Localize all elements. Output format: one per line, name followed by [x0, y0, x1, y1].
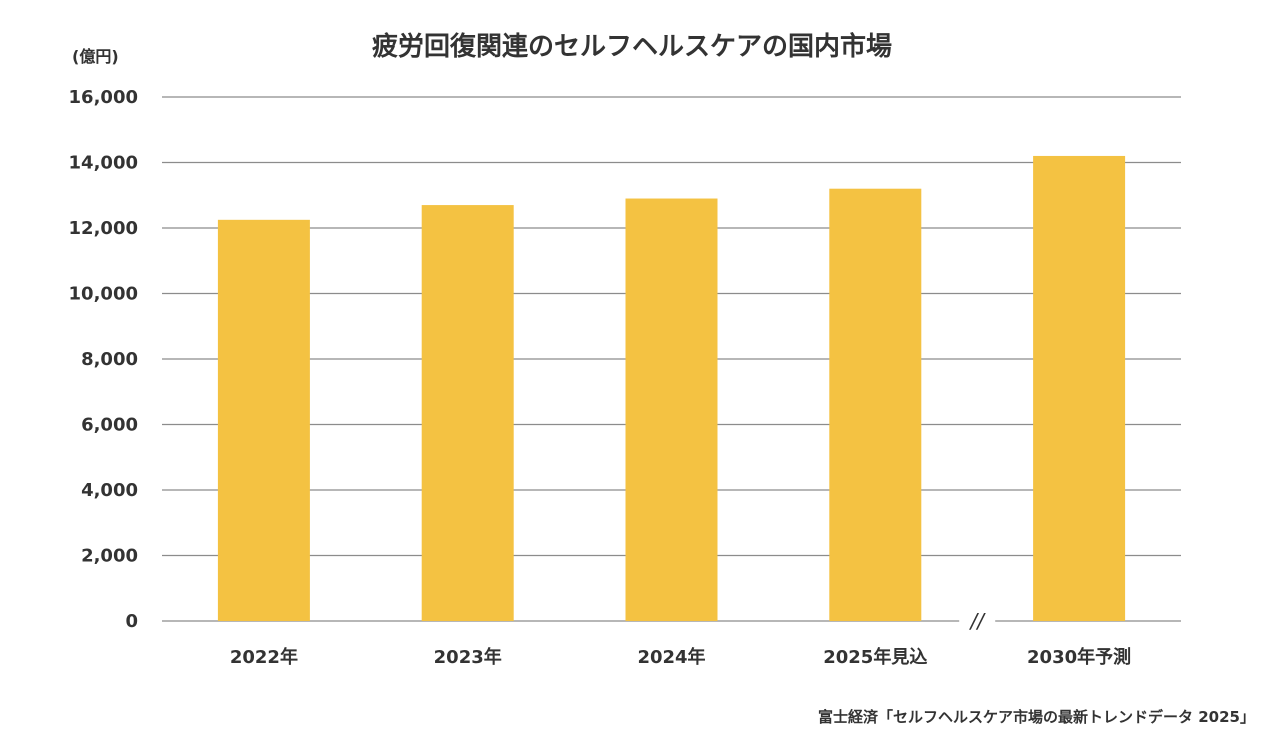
x-axis-ticks: 2022年 2023年 2024年 2025年見込 2030年予測 [230, 646, 1131, 668]
source-note: 富士経済「セルフヘルスケア市場の最新トレンドデータ 2025」 [818, 708, 1255, 726]
y-tick-label: 12,000 [69, 218, 138, 239]
y-axis-ticks: 0 2,000 4,000 6,000 8,000 10,000 12,000 14,000 1… [69, 87, 138, 632]
chart-title: 疲労回復関連のセルフヘルスケアの国内市場 [372, 31, 892, 62]
y-tick-label: 16,000 [69, 87, 138, 108]
bars [217, 155, 1126, 621]
bar [421, 205, 514, 621]
x-tick-label: 2025年見込 [823, 646, 927, 668]
bar [1033, 155, 1126, 621]
x-tick-label: 2022年 [230, 646, 298, 668]
y-tick-label: 4,000 [81, 480, 138, 501]
y-tick-label: 6,000 [81, 415, 138, 436]
x-tick-label: 2023年 [434, 646, 502, 668]
y-tick-label: 14,000 [69, 153, 138, 174]
bar [829, 188, 922, 621]
y-tick-label: 8,000 [81, 349, 138, 370]
y-tick-label: 2,000 [81, 546, 138, 567]
y-tick-label: 0 [125, 611, 138, 632]
x-tick-label: 2030年予測 [1027, 646, 1131, 668]
y-tick-label: 10,000 [69, 284, 138, 305]
axis-break-gap [959, 615, 996, 627]
y-axis-unit-label: (億円) [72, 47, 119, 66]
axis-break: // [959, 609, 996, 633]
axis-break-marker: // [968, 609, 986, 633]
x-tick-label: 2024年 [637, 646, 705, 668]
bar [625, 198, 718, 621]
bar [217, 219, 310, 621]
